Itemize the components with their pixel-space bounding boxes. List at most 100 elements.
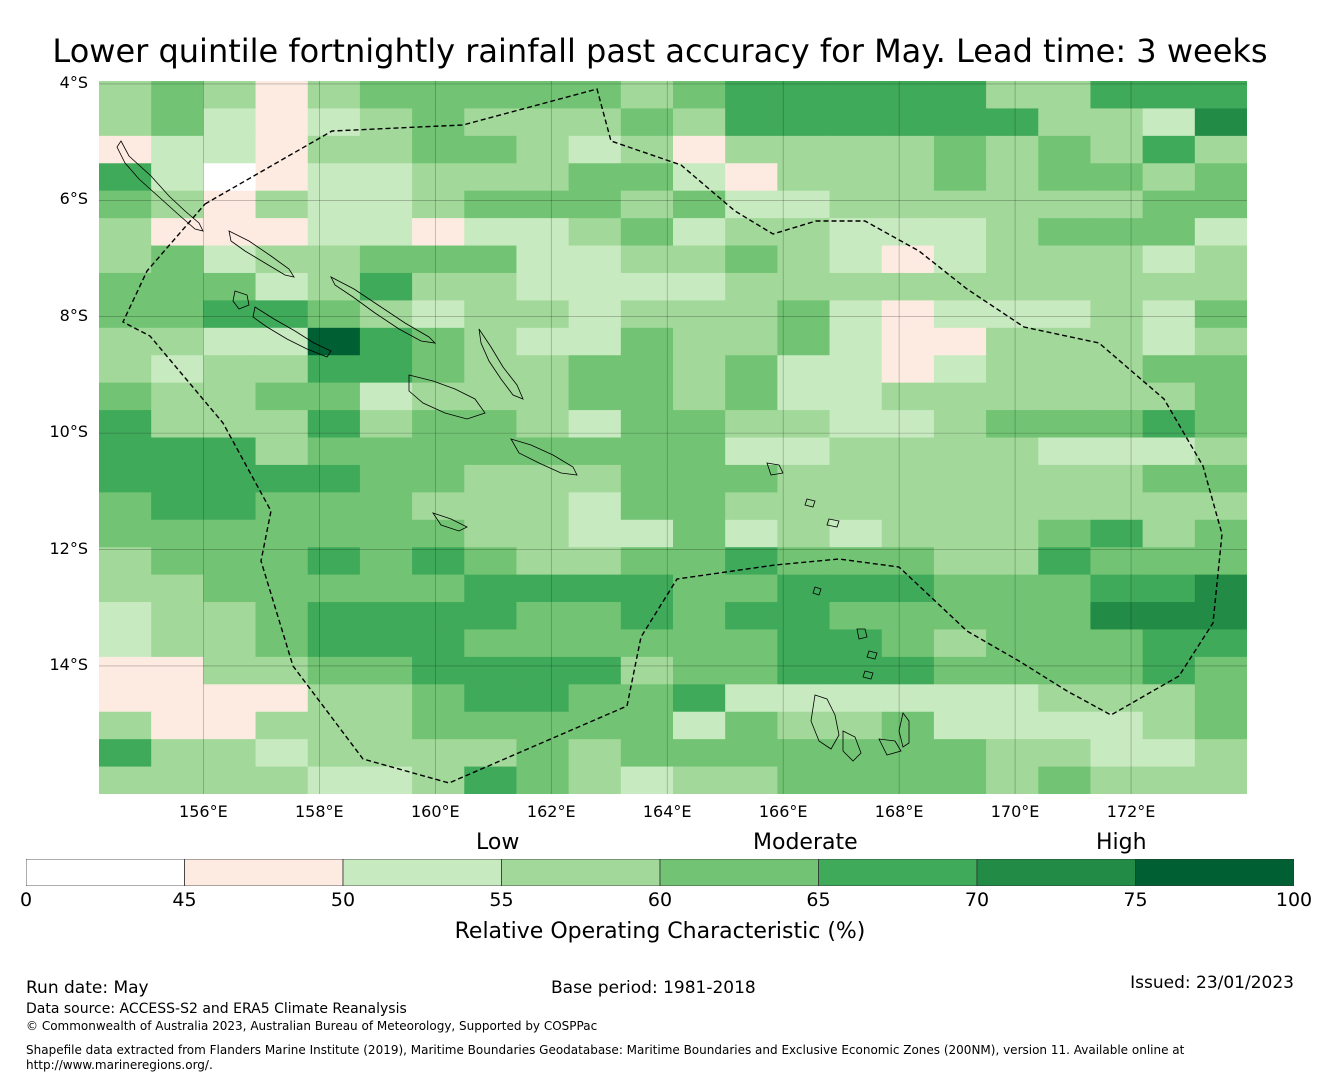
- grid-cell: [568, 547, 622, 576]
- shapefile-url: http://www.marineregions.org/.: [26, 1058, 213, 1072]
- grid-cell: [255, 629, 309, 658]
- grid-cell: [1038, 656, 1091, 685]
- grid-cell: [1090, 382, 1144, 411]
- grid-cell: [725, 629, 778, 658]
- grid-cell: [620, 245, 674, 274]
- grid-cell: [1142, 218, 1196, 247]
- colorbar-tick: 45: [172, 889, 197, 911]
- grid-cell: [359, 81, 413, 109]
- grid-cell: [151, 739, 204, 768]
- grid-cell: [777, 218, 831, 247]
- grid-cell: [829, 766, 883, 794]
- grid-cell: [1038, 684, 1091, 713]
- grid-cell: [412, 410, 465, 438]
- grid-cell: [620, 163, 674, 192]
- lon-label: 158°E: [294, 802, 344, 821]
- grid-cell: [568, 355, 622, 384]
- grid-cell: [203, 519, 257, 548]
- grid-cell: [933, 519, 987, 548]
- colorbar-tick: 55: [489, 889, 514, 911]
- grid-cell: [359, 382, 413, 411]
- grid-cell: [307, 190, 361, 219]
- grid-cell: [464, 355, 517, 384]
- grid-cell: [881, 410, 935, 438]
- grid-cell: [1142, 766, 1196, 794]
- grid-cell: [307, 547, 361, 576]
- grid-cell: [777, 684, 831, 713]
- grid-cell: [203, 382, 257, 411]
- grid-cell: [1090, 218, 1144, 247]
- grid-cell: [307, 300, 361, 329]
- grid-cell: [1142, 81, 1196, 109]
- grid-cell: [412, 437, 465, 466]
- grid-cell: [777, 656, 831, 685]
- grid-cell: [829, 190, 883, 219]
- grid-cell: [151, 519, 204, 548]
- grid-cell: [203, 739, 257, 768]
- grid-cell: [1090, 574, 1144, 603]
- grid-cell: [1038, 766, 1091, 794]
- grid-cell: [516, 135, 570, 164]
- grid-cell: [516, 163, 570, 192]
- grid-cell: [829, 300, 883, 329]
- grid-cell: [307, 574, 361, 603]
- colorbar-segment: [342, 859, 502, 886]
- grid-cell: [986, 81, 1039, 109]
- grid-cell: [777, 382, 831, 411]
- grid-cell: [203, 163, 257, 192]
- grid-cell: [829, 574, 883, 603]
- grid-cell: [620, 464, 674, 493]
- grid-cell: [359, 574, 413, 603]
- grid-cell: [1090, 163, 1144, 192]
- grid-cell: [1194, 355, 1247, 384]
- grid-cell: [1142, 711, 1196, 740]
- grid-cell: [829, 410, 883, 438]
- lon-label: 164°E: [642, 802, 692, 821]
- grid-cell: [307, 492, 361, 521]
- grid-cell: [829, 519, 883, 548]
- coastline-pentecost: [898, 712, 910, 748]
- grid-cell: [307, 629, 361, 658]
- colorbar-segment: [184, 859, 344, 886]
- grid-cell: [829, 602, 883, 630]
- grid-cell: [568, 218, 622, 247]
- grid-cell: [1090, 300, 1144, 329]
- grid-cell: [725, 382, 778, 411]
- grid-cell: [255, 410, 309, 438]
- grid-cell: [881, 464, 935, 493]
- grid-cell: [464, 81, 517, 109]
- grid-cell: [203, 766, 257, 794]
- grid-cell: [1038, 300, 1091, 329]
- grid-cell: [725, 108, 778, 137]
- grid-cell: [1142, 327, 1196, 356]
- coastline-choiseul: [228, 230, 295, 278]
- grid-cell: [881, 711, 935, 740]
- grid-cell: [1194, 437, 1247, 466]
- grid-cell: [673, 218, 726, 247]
- grid-cell: [255, 245, 309, 274]
- grid-cell: [464, 492, 517, 521]
- grid-cell: [151, 629, 204, 658]
- grid-cell: [777, 272, 831, 301]
- grid-cell: [1142, 602, 1196, 630]
- grid-cell: [829, 739, 883, 768]
- grid-cell: [1194, 547, 1247, 576]
- grid-cell: [1090, 81, 1144, 109]
- grid-cell: [99, 519, 152, 548]
- grid-cell: [881, 218, 935, 247]
- grid-cell: [255, 190, 309, 219]
- grid-cell: [829, 163, 883, 192]
- colorbar-segment: [501, 859, 661, 886]
- grid-cell: [673, 272, 726, 301]
- grid-cell: [620, 382, 674, 411]
- grid-cell: [777, 81, 831, 109]
- grid-cell: [359, 327, 413, 356]
- grid-cell: [1090, 766, 1144, 794]
- grid-cell: [1038, 410, 1091, 438]
- grid-cell: [359, 464, 413, 493]
- grid-cell: [673, 108, 726, 137]
- grid-cell: [986, 656, 1039, 685]
- colorbar-tick: 100: [1275, 889, 1313, 911]
- grid-cell: [777, 108, 831, 137]
- grid-cell: [673, 300, 726, 329]
